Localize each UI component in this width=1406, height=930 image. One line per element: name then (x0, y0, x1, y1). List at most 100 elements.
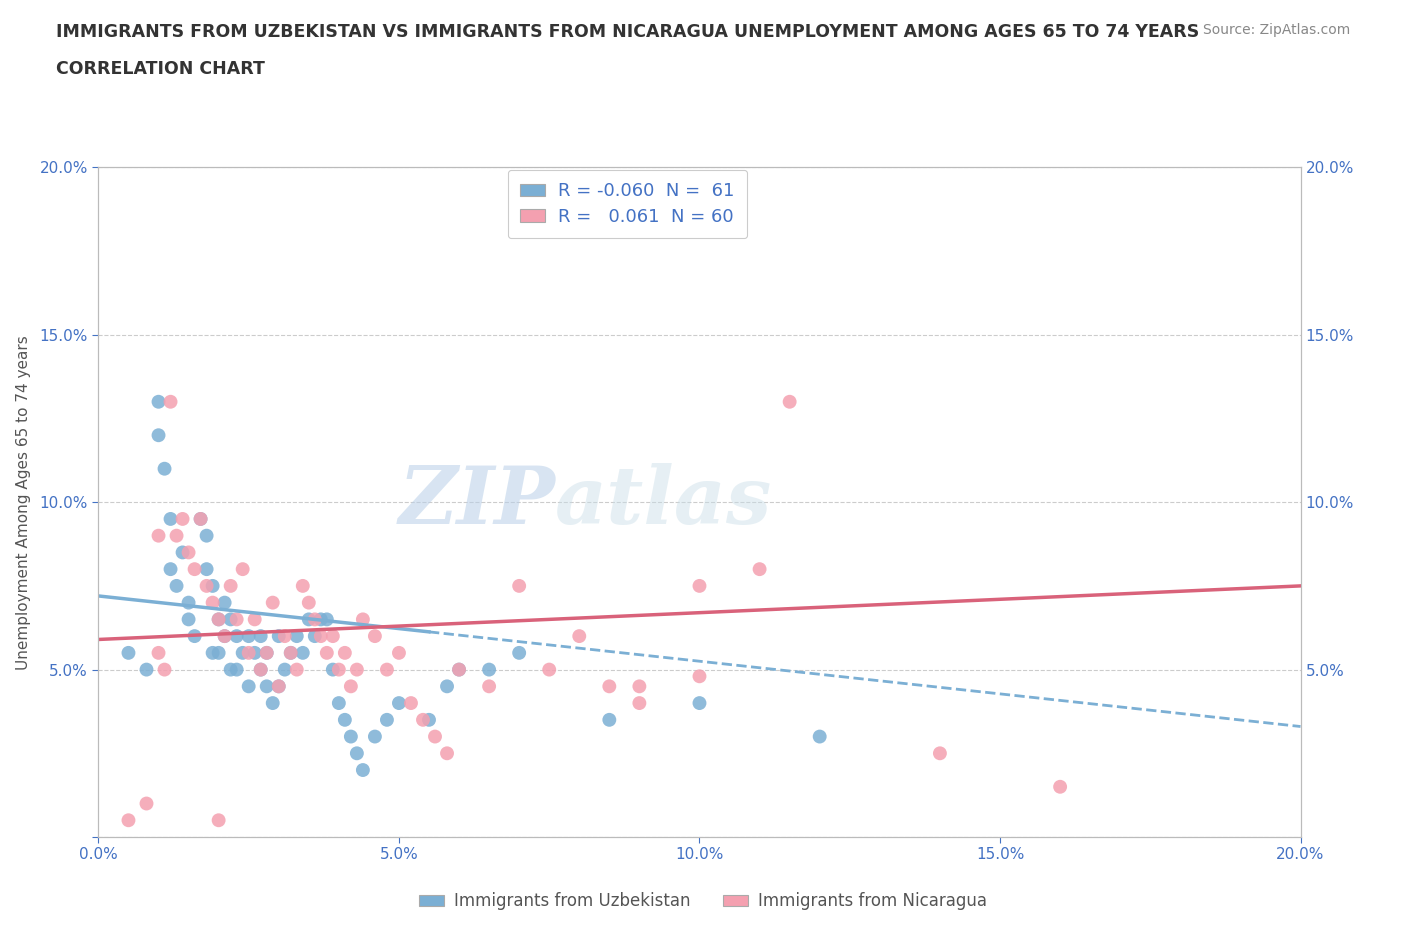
Point (256, 645, 278, 660)
Point (195, 562, 218, 577)
Point (447, 662, 470, 677)
Point (315, 612, 337, 627)
Point (214, 629, 236, 644)
Point (364, 629, 387, 644)
Point (418, 712, 440, 727)
Point (322, 629, 344, 644)
Point (436, 679, 458, 694)
Point (195, 578, 218, 593)
Point (267, 629, 290, 644)
Point (214, 595, 236, 610)
Point (274, 662, 297, 677)
Point (153, 461, 176, 476)
Point (148, 645, 170, 660)
Point (159, 394, 181, 409)
Point (447, 662, 470, 677)
Point (256, 679, 278, 694)
Point (243, 645, 266, 660)
Point (280, 645, 302, 660)
Point (172, 512, 194, 526)
Point (315, 645, 337, 660)
Point (291, 645, 314, 660)
Point (333, 712, 356, 727)
Point (340, 679, 363, 694)
Point (238, 645, 260, 660)
Point (153, 662, 176, 677)
Point (304, 629, 326, 644)
Point (201, 645, 224, 660)
Point (304, 612, 326, 627)
Point (568, 629, 591, 644)
Point (195, 528, 218, 543)
Point (148, 428, 170, 443)
Point (478, 662, 501, 677)
Point (399, 696, 422, 711)
Point (478, 679, 501, 694)
Text: ZIP: ZIP (398, 463, 555, 541)
Point (232, 562, 254, 577)
Point (238, 679, 260, 694)
Point (808, 729, 831, 744)
Point (538, 662, 561, 677)
Point (748, 562, 770, 577)
Point (219, 662, 242, 677)
Point (346, 746, 368, 761)
Text: IMMIGRANTS FROM UZBEKISTAN VS IMMIGRANTS FROM NICARAGUA UNEMPLOYMENT AMONG AGES : IMMIGRANTS FROM UZBEKISTAN VS IMMIGRANTS… (56, 23, 1199, 41)
Point (219, 612, 242, 627)
Point (190, 512, 212, 526)
Point (285, 629, 308, 644)
Point (285, 662, 308, 677)
Point (183, 562, 205, 577)
Point (159, 512, 181, 526)
Point (1049, 779, 1071, 794)
Text: atlas: atlas (555, 463, 773, 541)
Point (375, 712, 398, 727)
Point (412, 712, 434, 727)
Point (375, 662, 398, 677)
Point (148, 528, 170, 543)
Point (262, 696, 284, 711)
Point (238, 629, 260, 644)
Point (117, 813, 139, 828)
Point (219, 578, 242, 593)
Point (183, 629, 205, 644)
Point (328, 696, 350, 711)
Point (166, 578, 188, 593)
Point (322, 662, 344, 677)
Point (291, 578, 314, 593)
Point (225, 629, 247, 644)
Point (779, 394, 801, 409)
Point (689, 578, 711, 593)
Text: Source: ZipAtlas.com: Source: ZipAtlas.com (1202, 23, 1350, 37)
Point (166, 528, 188, 543)
Point (249, 662, 271, 677)
Point (208, 813, 231, 828)
Point (135, 662, 157, 677)
Point (352, 612, 374, 627)
Point (177, 595, 200, 610)
Point (225, 662, 247, 677)
Point (388, 696, 411, 711)
Legend: Immigrants from Uzbekistan, Immigrants from Nicaragua: Immigrants from Uzbekistan, Immigrants f… (412, 885, 994, 917)
Point (172, 545, 194, 560)
Point (388, 645, 411, 660)
Point (232, 645, 254, 660)
Point (262, 595, 284, 610)
Point (298, 612, 321, 627)
Point (208, 612, 231, 627)
Point (117, 645, 139, 660)
Point (598, 712, 620, 727)
Point (249, 629, 271, 644)
Point (309, 629, 332, 644)
Point (298, 595, 321, 610)
Point (309, 612, 332, 627)
Point (225, 612, 247, 627)
Text: CORRELATION CHART: CORRELATION CHART (56, 60, 266, 78)
Point (364, 729, 387, 744)
Point (243, 612, 266, 627)
Point (135, 796, 157, 811)
Point (190, 512, 212, 526)
Point (177, 612, 200, 627)
Point (274, 629, 297, 644)
Point (148, 394, 170, 409)
